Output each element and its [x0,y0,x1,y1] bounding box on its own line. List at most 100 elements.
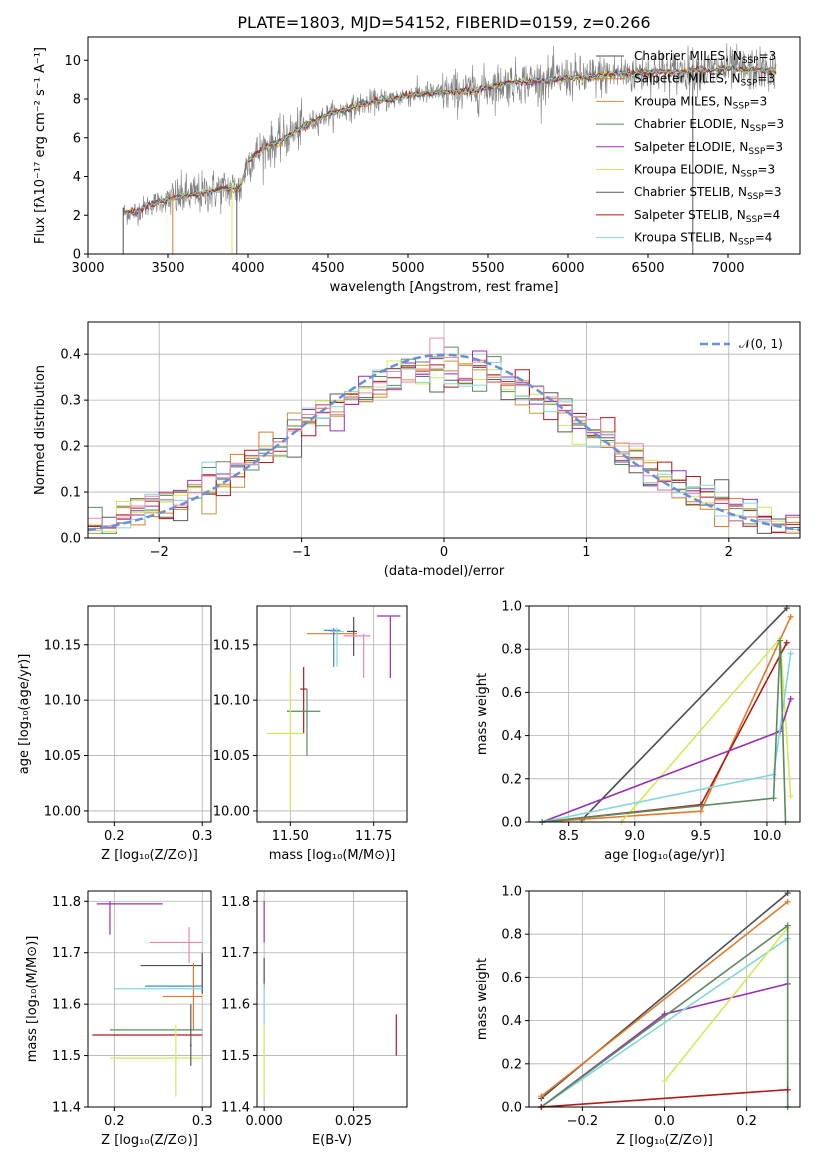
x-tick-label: 0 [440,545,448,560]
x-tick-label: −1 [292,545,311,560]
data-point [784,898,791,905]
chart-title: PLATE=1803, MJD=54152, FIBERID=0159, z=0… [237,13,650,32]
y-axis-label: mass [log₁₀(M/M⊙)] [25,936,40,1063]
data-point [661,1078,668,1085]
x-tick-label: −0.2 [567,1114,599,1129]
y-tick-label: 8 [73,93,81,108]
y-axis-label: mass weight [475,673,490,755]
x-tick-label: 0.000 [246,1114,283,1129]
legend-entry: Salpeter ELODIE, NSSP=3 [634,140,783,157]
x-tick-label: 0.2 [104,1114,125,1129]
x-axis-label: E(B-V) [312,1133,352,1148]
y-tick-label: 10 [64,54,81,69]
axes-frame [528,890,801,1108]
x-tick-label: 3000 [71,261,104,276]
data-point [784,1086,791,1093]
y-tick-label: 10.15 [44,638,81,653]
data-point [777,637,784,644]
panel-7: 0.000 0.025 11.4 11.5 11.6 11.7 11.8 E(B-V) [221,890,408,1148]
panel-5: 8.5 9.0 9.5 10.0 0.0 0.2 0.4 0.6 0.8 1.0 age [log₁… [475,600,801,863]
axes-frame [87,605,212,823]
y-tick-label: 11.8 [221,895,250,910]
y-tick-label: 6 [73,131,81,146]
y-axis-label: age [log₁₀(age/yr)] [17,654,32,775]
x-tick-label: −2 [150,545,169,560]
x-tick-label: 0.2 [736,1114,757,1129]
y-tick-label: 10.10 [44,694,81,709]
y-tick-label: 0.4 [501,729,522,744]
mass-weight-line [541,698,792,822]
panel-4: 11.50 11.75 10.00 10.05 10.10 10.15 mass [log₁… [213,605,408,863]
y-tick-label: 1.0 [501,600,522,615]
x-tick-label: 4500 [311,261,344,276]
y-tick-label: 11.8 [52,895,81,910]
panel-6: 0.2 0.3 11.4 11.5 11.6 11.7 11.8 Z [log₁₀(Z/Z⊙)… [25,890,213,1148]
y-tick-label: 0.4 [501,1014,522,1029]
y-tick-label: 10.10 [213,694,250,709]
x-axis-label: wavelength [Angstrom, rest frame] [330,280,559,295]
mass-weight-line [663,927,789,1082]
data-point [697,808,704,815]
mass-weight-line [542,653,792,822]
residual-histogram [88,362,800,532]
x-tick-label: 0.3 [192,1114,213,1129]
y-tick-label: 11.4 [52,1101,81,1116]
legend-entry: Salpeter STELIB, NSSP=4 [634,208,780,225]
data-point [787,650,794,657]
x-axis-label: Z [log₁₀(Z/Z⊙)] [616,1133,713,1148]
y-tick-label: 1.0 [501,885,522,900]
y-axis-label: Flux [fλ10⁻¹⁷ erg cm⁻² s⁻¹ A⁻¹] [33,47,48,244]
legend-entry: Chabrier STELIB, NSSP=3 [634,185,782,202]
data-point [784,922,791,929]
axes-frame [256,890,408,1108]
data-point [770,795,777,802]
legend: Chabrier MILES, NSSP=3 Salpeter MILES, NS… [596,49,784,248]
y-tick-label: 2 [73,209,81,224]
data-point [770,771,777,778]
legend-entry: Salpeter MILES, NSSP=3 [634,72,775,89]
mass-weight-line [541,1088,788,1107]
legend-entry: Kroupa ELODIE, NSSP=3 [634,163,775,180]
y-tick-label: 10.15 [213,638,250,653]
legend-entry: 𝒩(0, 1) [739,337,783,351]
y-axis-label: Normed distribution [33,365,48,495]
legend-entry: Chabrier MILES, NSSP=3 [634,49,776,66]
y-tick-label: 0.2 [501,772,522,787]
x-tick-label: 10.0 [752,829,781,844]
mass-weight-line [581,607,788,821]
axes-frame [528,605,801,823]
y-tick-label: 0.8 [501,928,522,943]
y-tick-label: 11.6 [221,998,250,1013]
y-tick-label: 0.8 [501,643,522,658]
panel-8: −0.2 0.0 0.2 0.0 0.2 0.4 0.6 0.8 1.0 Z [log₁₀(Z/Z… [475,885,801,1148]
x-axis-label: age [log₁₀(age/yr)] [604,848,725,863]
x-tick-label: 0.2 [104,829,125,844]
mass-weight-line [540,901,789,1097]
y-tick-label: 11.5 [221,1049,250,1064]
y-tick-label: 0.6 [501,686,522,701]
y-tick-label: 10.05 [213,749,250,764]
x-tick-label: 5500 [471,261,504,276]
y-tick-label: 0.3 [60,394,81,409]
mass-weight-line [542,640,787,822]
y-tick-label: 10.00 [44,804,81,819]
mass-weight-line [542,642,788,822]
data-point [787,793,794,800]
y-tick-label: 0.0 [501,816,522,831]
x-tick-label: 0.3 [192,829,213,844]
x-tick-label: 1 [582,545,590,560]
data-point [787,695,794,702]
x-tick-label: 2 [725,545,733,560]
y-tick-label: 11.5 [52,1049,81,1064]
model-spectrum [124,63,777,216]
y-tick-label: 0.2 [60,440,81,455]
data-point [538,1093,545,1100]
y-tick-label: 0.6 [501,971,522,986]
x-tick-label: 5000 [391,261,424,276]
legend-entry: Chabrier ELODIE, NSSP=3 [634,117,784,134]
axes-frame [87,36,801,255]
axes-frame [87,890,212,1108]
y-tick-label: 0.2 [501,1057,522,1072]
x-tick-label: 11.50 [272,829,309,844]
x-axis-label: (data-model)/error [384,564,505,579]
